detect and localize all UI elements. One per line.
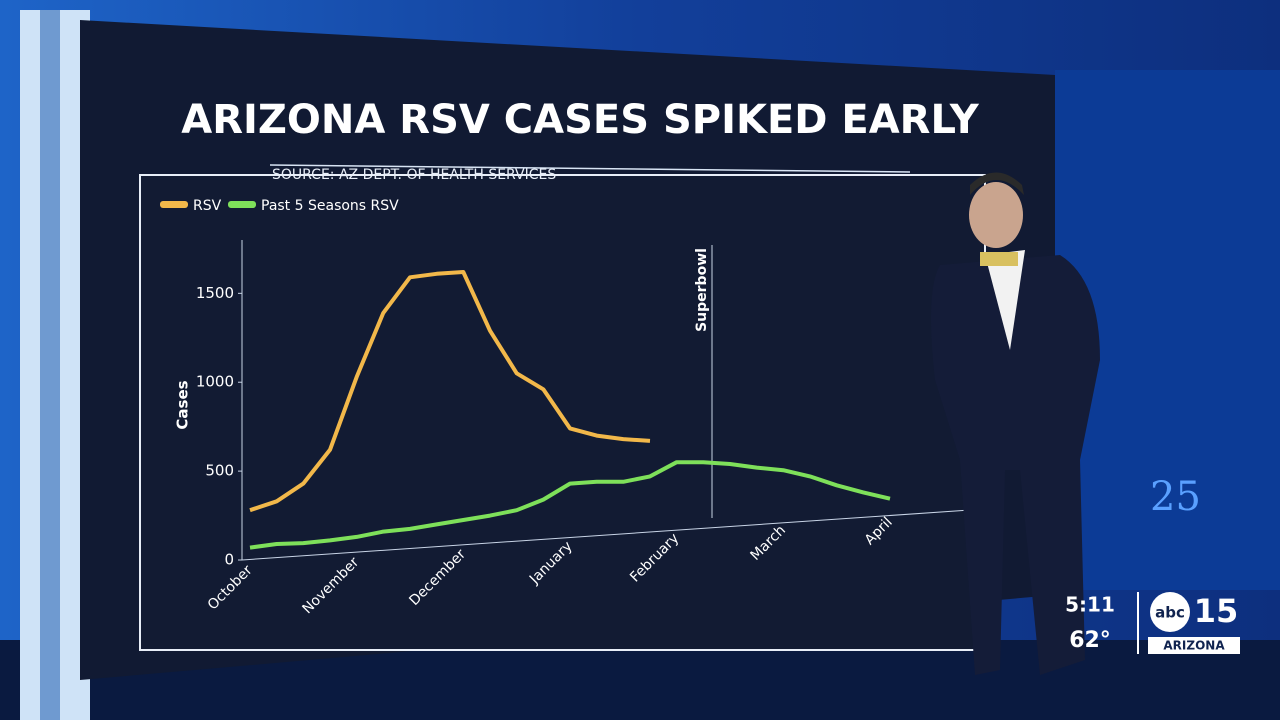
region-box	[1148, 637, 1240, 654]
abc-logo: abc	[1155, 604, 1185, 622]
chart-subtitle: SOURCE: AZ DEPT. OF HEALTH SERVICES	[272, 167, 556, 183]
legend-swatch	[228, 201, 256, 208]
series-line	[249, 270, 651, 513]
region-label: ARIZONA	[1163, 639, 1225, 653]
subtitle-rule	[269, 164, 911, 173]
y-tick-label: 0	[224, 551, 234, 569]
presenter	[931, 172, 1100, 675]
series-line	[249, 460, 891, 550]
legend-swatch	[160, 201, 188, 208]
y-tick-label: 500	[205, 462, 234, 480]
side-pillar-inner	[40, 10, 60, 720]
side-screen-decor: 25	[1150, 474, 1201, 520]
x-axis	[241, 509, 971, 561]
y-axis-label: Cases	[174, 380, 192, 429]
channel-number: 15	[1194, 592, 1239, 630]
chart-panel	[139, 174, 986, 651]
temperature: 62°	[1069, 628, 1111, 653]
legend-label: Past 5 Seasons RSV	[261, 198, 399, 214]
legend-label: RSV	[193, 198, 222, 214]
y-tick-label: 1000	[196, 373, 234, 391]
clock-time: 5:11	[1065, 593, 1115, 617]
y-tick-label: 1500	[196, 284, 234, 302]
annotation-label: Superbowl	[694, 248, 710, 332]
chart-title: ARIZONA RSV CASES SPIKED EARLY	[181, 97, 979, 143]
abc-logo-circle	[1150, 592, 1190, 632]
